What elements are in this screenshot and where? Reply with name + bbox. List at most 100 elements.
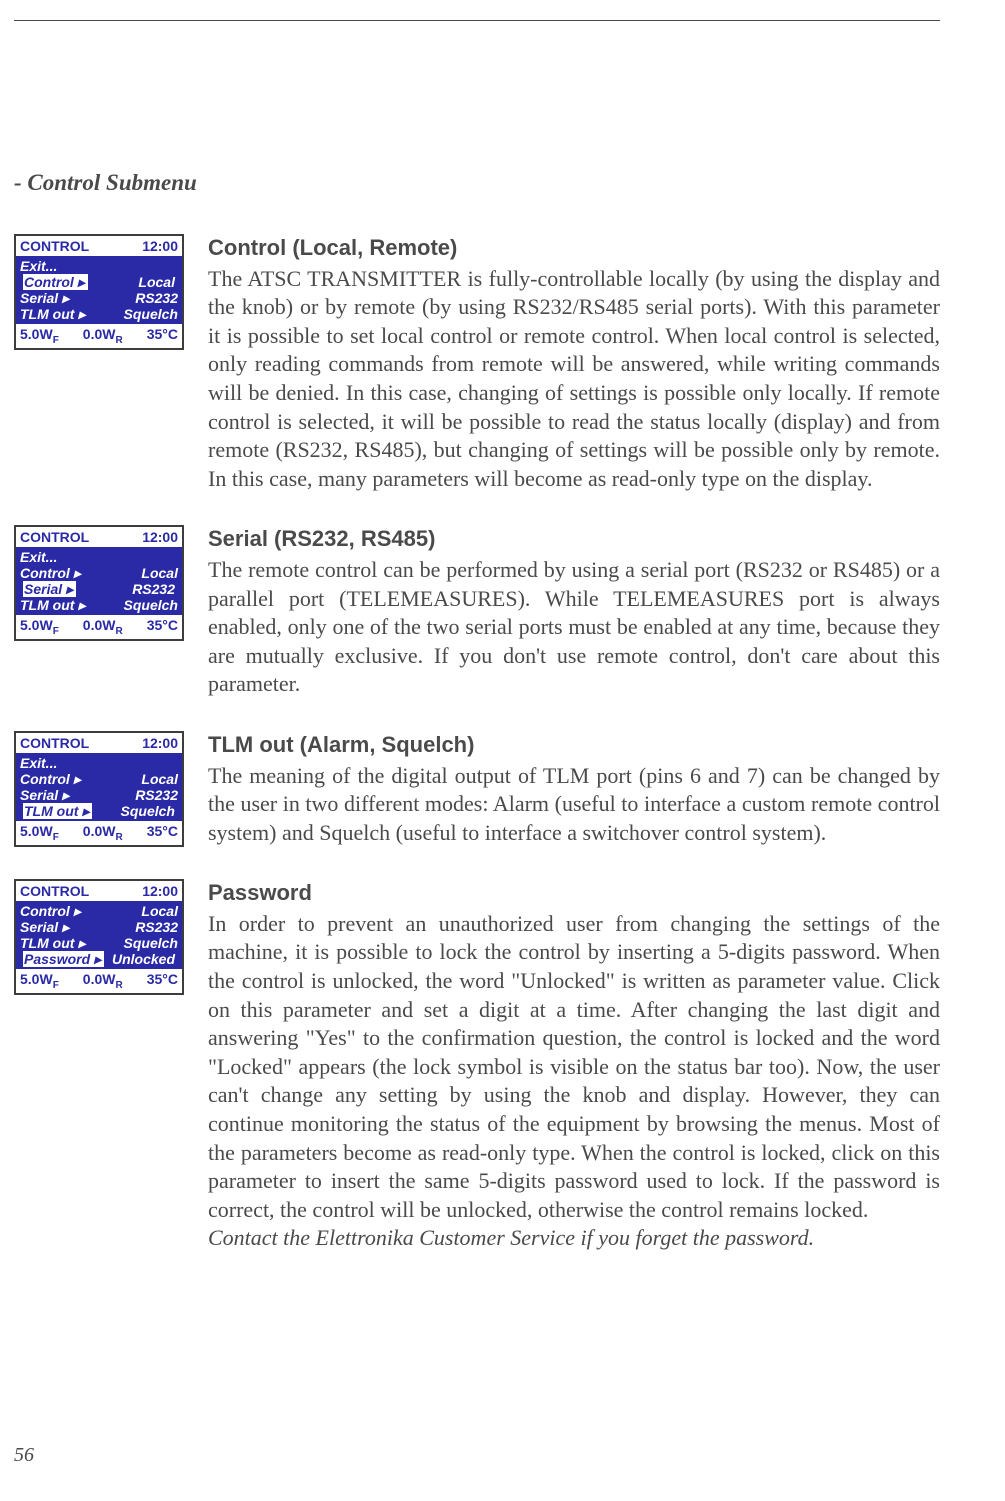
lcd-menu-row: Control ▸ Local [16, 903, 182, 919]
lcd-menu-row: Control ▸ Local [19, 274, 179, 290]
lcd-menu-row: TLM out ▸Squelch [16, 306, 182, 322]
lcd-header: CONTROL 12:00 [16, 733, 182, 753]
lcd-status-temp: 35°C [147, 823, 178, 843]
lcd-menu-row: Control ▸ Local [16, 771, 182, 787]
lcd-status-ref: 0.0WR [83, 326, 123, 346]
lcd-status-ref: 0.0WR [83, 971, 123, 991]
lcd-menu-row: Serial ▸ RS232 [16, 787, 182, 803]
lcd-menu-row: TLM out ▸ Squelch [19, 803, 179, 819]
lcd-status-bar: 5.0WF 0.0WR 35°C [16, 821, 182, 845]
lcd-row-label: TLM out ▸ [23, 803, 92, 819]
top-rule [14, 20, 940, 21]
lcd-row-value: RS232 [132, 581, 175, 597]
lcd-status-ref: 0.0WR [83, 617, 123, 637]
lcd-row-value: Squelch [124, 306, 178, 322]
lcd-row-label: Control ▸ [20, 565, 81, 581]
doc-entry: CONTROL12:00Exit...Control ▸LocalSerial … [14, 731, 940, 847]
lcd-screenshot: CONTROL12:00Exit...Control ▸LocalSerial … [14, 234, 184, 350]
lcd-row-value: Local [141, 903, 178, 919]
lcd-row-label: Serial ▸ [20, 787, 69, 803]
lcd-row-value: Squelch [124, 597, 178, 613]
lcd-row-value: RS232 [135, 787, 178, 803]
lcd-row-value: Squelch [121, 803, 175, 819]
entry-body: The remote control can be performed by u… [208, 556, 940, 699]
lcd-menu: Exit...Control ▸LocalSerial ▸RS232TLM ou… [16, 753, 182, 821]
entry-text-block: Serial (RS232, RS485)The remote control … [208, 525, 940, 699]
lcd-row-label: Exit... [20, 755, 57, 771]
page-number: 56 [14, 1444, 34, 1467]
lcd-menu-row: Control ▸ Local [16, 565, 182, 581]
entry-text-block: PasswordIn order to prevent an unauthori… [208, 879, 940, 1253]
lcd-menu: Exit...Control ▸ Local Serial ▸ RS232TLM ou… [16, 256, 182, 324]
section-title: - Control Submenu [14, 170, 940, 196]
lcd-status-bar: 5.0WF 0.0WR 35°C [16, 324, 182, 348]
lcd-row-label: Exit... [20, 258, 57, 274]
lcd-status-temp: 35°C [147, 326, 178, 346]
lcd-status-bar: 5.0WF 0.0WR 35°C [16, 969, 182, 993]
entry-body: The meaning of the digital output of TLM… [208, 762, 940, 848]
lcd-screenshot: CONTROL12:00Exit...Control ▸LocalSerial … [14, 525, 184, 641]
lcd-menu: Exit...Control ▸LocalSerial ▸RS232TLM ou… [16, 547, 182, 615]
lcd-menu-row: Password ▸ Unlocked [19, 951, 179, 967]
lcd-row-label: Serial ▸ [23, 581, 76, 597]
lcd-header: CONTROL 12:00 [16, 236, 182, 256]
lcd-row-value: Squelch [124, 935, 178, 951]
lcd-menu-row: TLM out ▸ Squelch [16, 935, 182, 951]
lcd-title: CONTROL [20, 529, 89, 545]
lcd-title: CONTROL [20, 883, 89, 899]
lcd-row-label: Password ▸ [23, 951, 104, 967]
lcd-row-value: RS232 [135, 290, 178, 306]
doc-entry: CONTROL12:00Control ▸LocalSerial ▸RS232T… [14, 879, 940, 1253]
lcd-title: CONTROL [20, 735, 89, 751]
lcd-status-bar: 5.0WF 0.0WR 35°C [16, 615, 182, 639]
lcd-time: 12:00 [142, 883, 178, 899]
lcd-time: 12:00 [142, 529, 178, 545]
entry-note: Contact the Elettronika Customer Service… [208, 1224, 940, 1253]
lcd-row-value: Local [138, 274, 175, 290]
lcd-row-label: Exit... [20, 549, 57, 565]
entry-text-block: Control (Local, Remote)The ATSC TRANSMIT… [208, 234, 940, 493]
lcd-title: CONTROL [20, 238, 89, 254]
lcd-status-fwd: 5.0WF [20, 823, 59, 843]
lcd-header: CONTROL 12:00 [16, 527, 182, 547]
doc-entry: CONTROL12:00Exit...Control ▸LocalSerial … [14, 525, 940, 699]
lcd-time: 12:00 [142, 238, 178, 254]
lcd-row-value: Unlocked [112, 951, 175, 967]
lcd-row-label: Serial ▸ [20, 290, 69, 306]
entry-heading: TLM out (Alarm, Squelch) [208, 731, 940, 760]
lcd-row-label: Control ▸ [20, 771, 81, 787]
lcd-menu-row: TLM out ▸ Squelch [16, 597, 182, 613]
lcd-menu-row: Serial ▸ RS232 [19, 581, 179, 597]
lcd-status-fwd: 5.0WF [20, 326, 59, 346]
lcd-status-ref: 0.0WR [83, 823, 123, 843]
lcd-menu-row: Exit... [16, 549, 182, 565]
lcd-row-label: Control ▸ [23, 274, 88, 290]
lcd-status-fwd: 5.0WF [20, 617, 59, 637]
lcd-row-value: RS232 [135, 919, 178, 935]
lcd-screenshot: CONTROL12:00Exit...Control ▸LocalSerial … [14, 731, 184, 847]
lcd-row-value: Local [141, 565, 178, 581]
lcd-status-temp: 35°C [147, 617, 178, 637]
entry-heading: Serial (RS232, RS485) [208, 525, 940, 554]
lcd-menu-row: Exit... [16, 258, 182, 274]
lcd-header: CONTROL 12:00 [16, 881, 182, 901]
entry-heading: Control (Local, Remote) [208, 234, 940, 263]
entry-body: In order to prevent an unauthorized user… [208, 910, 940, 1225]
lcd-menu-row: Serial ▸ RS232 [16, 919, 182, 935]
doc-entry: CONTROL12:00Exit...Control ▸LocalSerial … [14, 234, 940, 493]
entry-heading: Password [208, 879, 940, 908]
lcd-screenshot: CONTROL12:00Control ▸LocalSerial ▸RS232T… [14, 879, 184, 995]
lcd-time: 12:00 [142, 735, 178, 751]
lcd-row-label: Serial ▸ [20, 919, 69, 935]
lcd-status-temp: 35°C [147, 971, 178, 991]
lcd-menu-row: Exit... [16, 755, 182, 771]
entry-text-block: TLM out (Alarm, Squelch)The meaning of t… [208, 731, 940, 847]
lcd-status-fwd: 5.0WF [20, 971, 59, 991]
lcd-menu: Control ▸ Local Serial ▸ RS232 TLM out ▸ Sque… [16, 901, 182, 969]
lcd-row-label: TLM out ▸ [20, 935, 85, 951]
entry-body: The ATSC TRANSMITTER is fully-controllab… [208, 265, 940, 494]
lcd-row-label: Control ▸ [20, 903, 81, 919]
lcd-menu-row: Serial ▸ RS232 [16, 290, 182, 306]
lcd-row-value: Local [141, 771, 178, 787]
lcd-row-label: TLM out ▸ [20, 597, 85, 613]
